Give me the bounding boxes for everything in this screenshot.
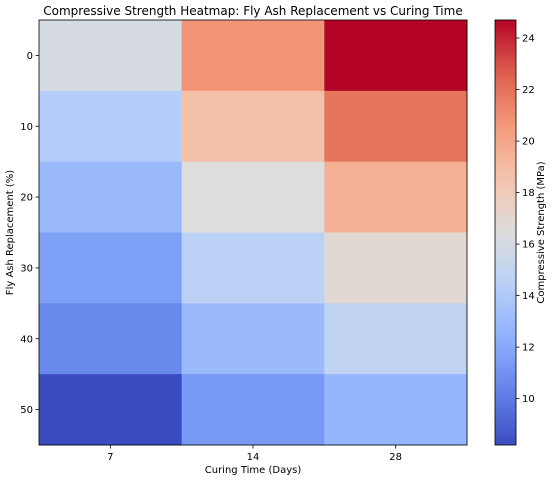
y-axis-ticks: 0 10 20 30 40 50 (20, 51, 39, 416)
x-axis-label: Curing Time (Days) (205, 465, 302, 476)
colorbar-tick-label: 24 (522, 34, 535, 45)
y-axis-label: Fly Ash Replacement (%) (5, 170, 16, 295)
colorbar-tick-label: 22 (522, 85, 535, 96)
heatmap-cell (39, 90, 183, 163)
heatmap-cell (181, 161, 325, 233)
chart-title: Compressive Strength Heatmap: Fly Ash Re… (43, 4, 462, 18)
heatmap-cell (181, 374, 325, 446)
colorbar-label: Compressive Strength (MPa) (536, 161, 547, 303)
x-tick-label: 7 (107, 452, 113, 463)
heatmap-cell (181, 20, 325, 92)
heatmap-cell (39, 374, 183, 446)
colorbar-tick-label: 16 (522, 240, 535, 251)
heatmap-cell (39, 232, 183, 304)
colorbar-tick-label: 14 (522, 291, 535, 302)
heatmap-cell (324, 90, 468, 163)
x-axis-ticks: 7 14 28 (107, 445, 402, 463)
colorbar (494, 19, 517, 446)
y-tick-label: 20 (20, 193, 33, 204)
colorbar-tick-label: 10 (522, 394, 535, 405)
colorbar-tick-label: 20 (522, 137, 535, 148)
colorbar-tick-label: 12 (522, 343, 535, 354)
y-tick-label: 30 (20, 263, 33, 274)
heatmap-cell (181, 303, 325, 375)
heatmap-cell (324, 20, 468, 92)
y-tick-label: 10 (20, 122, 33, 133)
heatmap-cell (39, 303, 183, 375)
x-tick-label: 14 (247, 452, 260, 463)
colorbar-ticks: 10 12 14 16 18 20 22 24 (516, 34, 535, 405)
colorbar-tick-label: 18 (522, 188, 535, 199)
y-tick-label: 50 (20, 405, 33, 416)
heatmap-cell (39, 20, 183, 92)
y-tick-label: 0 (27, 51, 33, 62)
heatmap-cell (324, 303, 468, 375)
heatmap-cell (324, 161, 468, 233)
x-tick-label: 28 (389, 452, 402, 463)
heatmap-cell (324, 374, 468, 446)
heatmap-cell (324, 232, 468, 304)
heatmap-cell (181, 232, 325, 304)
heatmap-cell (181, 90, 325, 163)
heatmap-cells (39, 20, 468, 446)
y-tick-label: 40 (20, 334, 33, 345)
heatmap-cell (39, 161, 183, 233)
